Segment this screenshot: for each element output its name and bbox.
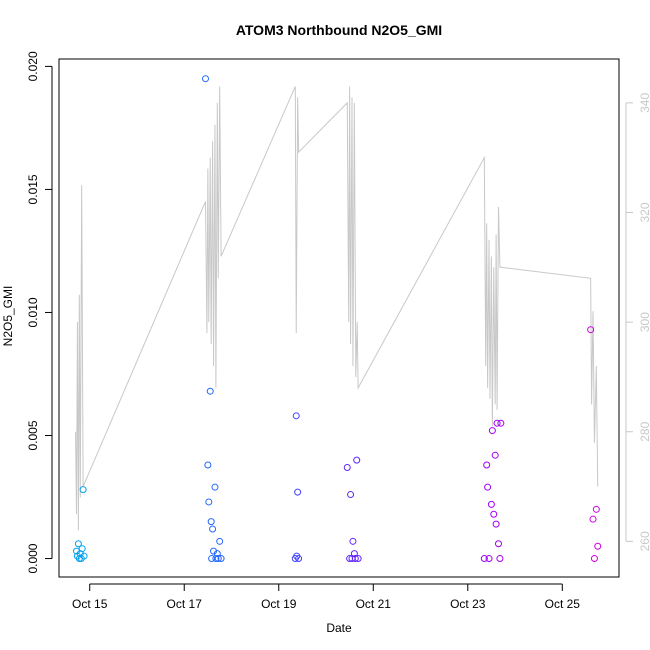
x-tick-label: Oct 21	[356, 597, 392, 611]
data-point	[347, 491, 355, 499]
y-tick-label: 0.020	[26, 51, 40, 81]
data-point	[213, 550, 221, 558]
data-point	[78, 545, 86, 553]
data-point	[485, 555, 493, 563]
data-point	[480, 555, 488, 563]
y-tick-label: 0.005	[26, 420, 40, 450]
x-axis-label: Date	[326, 621, 352, 635]
data-point	[589, 515, 597, 523]
data-point	[350, 550, 358, 558]
data-point	[590, 555, 598, 563]
data-point	[295, 555, 303, 563]
data-point	[349, 537, 357, 545]
x-tick-label: Oct 15	[72, 597, 108, 611]
data-point	[214, 555, 222, 563]
data-point	[205, 498, 213, 506]
y2-tick-label: 340	[638, 93, 650, 113]
data-point	[492, 520, 500, 528]
data-point	[206, 387, 214, 395]
data-point	[202, 75, 209, 83]
data-point	[204, 461, 212, 469]
data-point	[484, 483, 492, 491]
data-point	[216, 537, 224, 545]
data-point	[294, 488, 302, 496]
data-point	[211, 483, 219, 491]
y-axis-right: 260 280 300 320 340	[625, 93, 650, 551]
y2-tick-label: 260	[638, 531, 650, 551]
x-axis: Oct 15 Oct 17 Oct 19 Oct 21 Oct 23 Oct 25	[72, 583, 581, 611]
plot-frame	[58, 58, 620, 578]
data-point	[487, 500, 495, 508]
y2-tick-label: 300	[638, 312, 650, 332]
secondary-line	[75, 86, 599, 531]
x-tick-label: Oct 23	[450, 597, 486, 611]
data-point	[491, 451, 499, 459]
data-point	[351, 555, 359, 563]
data-point	[493, 419, 501, 427]
x-tick-label: Oct 19	[261, 597, 297, 611]
chart-title: ATOM3 Northbound N2O5_GMI	[236, 22, 442, 38]
y2-tick-label: 320	[638, 202, 650, 222]
secondary-line-series	[75, 86, 599, 531]
data-point	[79, 486, 87, 494]
data-point	[353, 456, 361, 464]
data-point	[496, 555, 504, 563]
data-point	[354, 555, 362, 563]
data-point	[490, 510, 498, 518]
y-axis-label: N2O5_GMI	[1, 286, 15, 347]
data-point	[587, 326, 595, 334]
data-point	[483, 461, 491, 469]
data-point	[292, 412, 300, 420]
data-point	[208, 555, 216, 563]
data-point	[497, 419, 505, 427]
data-point	[592, 505, 600, 513]
x-tick-label: Oct 25	[545, 597, 581, 611]
data-point	[80, 552, 88, 560]
y-tick-label: 0.015	[26, 174, 40, 204]
y2-tick-label: 280	[638, 421, 650, 441]
data-point	[209, 525, 217, 533]
data-point	[594, 542, 602, 550]
y-tick-label: 0.000	[26, 543, 40, 573]
data-point	[494, 540, 502, 548]
scatter-series	[72, 75, 602, 563]
data-point	[207, 518, 215, 526]
data-point	[217, 555, 225, 563]
y-axis-left: 0.000 0.005 0.010 0.015 0.020	[26, 51, 53, 574]
data-point	[488, 427, 496, 435]
data-point	[343, 463, 351, 471]
y-tick-label: 0.010	[26, 297, 40, 327]
x-tick-label: Oct 17	[167, 597, 203, 611]
data-point	[74, 540, 82, 548]
data-point	[212, 555, 220, 563]
